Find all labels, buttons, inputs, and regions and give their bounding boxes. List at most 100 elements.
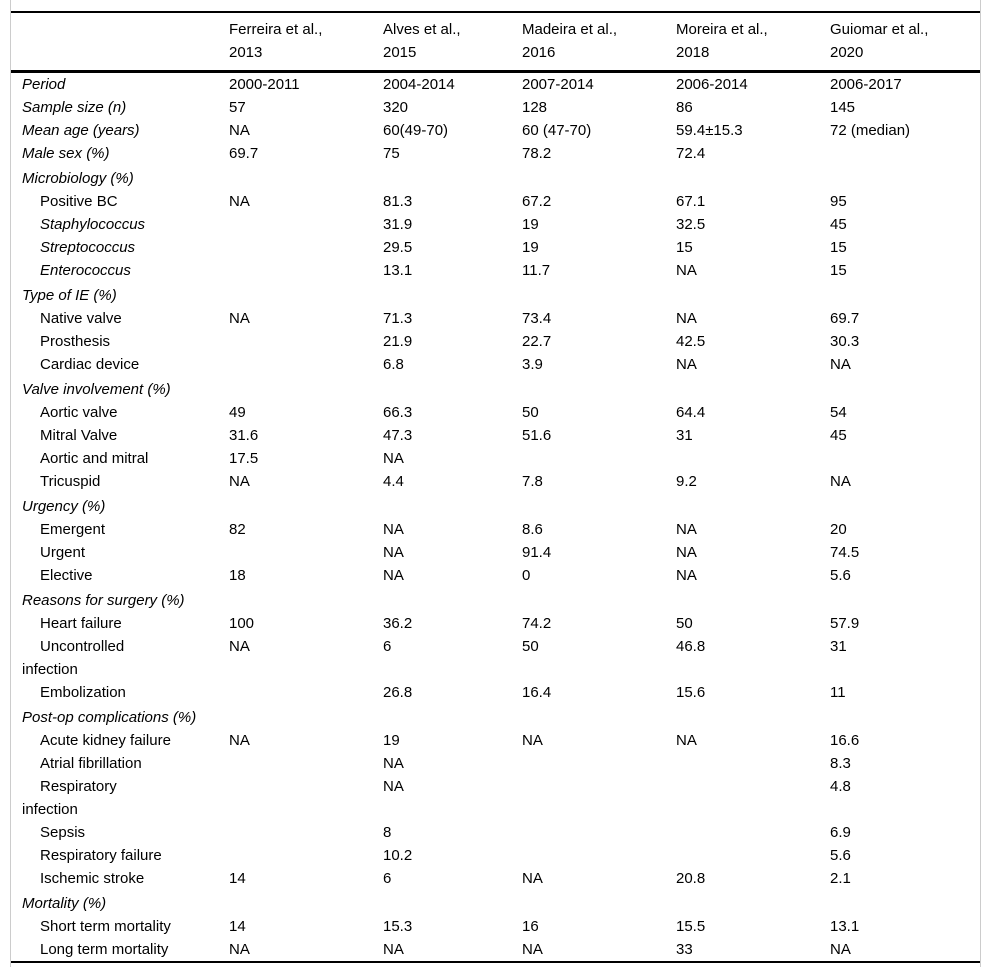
cell-value: 72.4 [676,145,706,162]
cell-value [229,681,383,704]
table-row: Post-op complications (%) [11,704,980,729]
table-row: Microbiology (%) [11,165,980,190]
cell-value: 2.1 [830,870,851,887]
cell-value [830,165,980,190]
cell-value: 13.1 [383,262,413,279]
cell-value [229,282,383,307]
cell-value: NA [676,544,697,561]
table-row: Tricuspid NA 4.4 7.8 9.2 NA [11,470,980,493]
cell-value: 45 [830,427,847,444]
cell-value [676,704,830,729]
table-row: Period 2000-2011 2004-2014 2007-2014 2006-20… [11,72,980,97]
row-label: Atrial fibrillation [40,755,142,772]
row-label: Post-op complications (%) [22,709,197,726]
cell-value [522,282,676,307]
cell-value: 47.3 [383,427,413,444]
row-label: Type of IE (%) [22,287,117,304]
cell-value: 2006-2014 [676,76,748,93]
cell-value: 3.9 [522,356,543,373]
cell-value: 50 [522,638,539,655]
cell-value: 57.9 [830,615,860,632]
cell-value [383,493,522,518]
cell-value: 54 [830,404,847,421]
cell-value [830,587,980,612]
cell-value: 19 [522,239,539,256]
cell-value: 67.1 [676,193,706,210]
table-row: Prosthesis 21.9 22.7 42.5 30.3 [11,330,980,353]
cell-value: 18 [229,567,246,584]
cell-value [229,541,383,564]
table-row: Sample size (n) 57 320 128 86 145 [11,96,980,119]
cell-value [830,704,980,729]
row-label: Urgency (%) [22,498,106,515]
cell-value: 6 [383,638,392,655]
cell-value: 57 [229,99,246,116]
cell-value [229,890,383,915]
cell-value: NA [229,638,250,655]
cell-value: NA [676,356,697,373]
cell-value: NA [229,122,250,139]
cell-value: 64.4 [676,404,706,421]
cell-value [229,752,383,775]
cell-value: NA [676,262,697,279]
cell-value [229,704,383,729]
cell-value [229,587,383,612]
cell-value: NA [229,193,250,210]
header-row: Ferreira et al., 2013 Alves et al., 2015 M… [11,12,980,73]
cell-value: 31 [830,638,847,655]
row-label: Microbiology (%) [22,170,134,187]
row-label: Urgent [40,544,86,561]
cell-value: 6.8 [383,356,404,373]
cell-value: 8.6 [522,521,543,538]
table-row: Sepsis 8 6.9 [11,821,980,844]
row-label: Mortality (%) [22,895,107,912]
cell-value [676,890,830,915]
cell-value [830,890,980,915]
cell-value [229,165,383,190]
cell-value [830,376,980,401]
cell-value [676,376,830,401]
cell-value: 16.6 [830,732,860,749]
cell-value [522,447,676,470]
cell-value: 0 [522,567,531,584]
cell-value [522,752,676,775]
cell-value: 72 (median) [830,122,911,139]
cell-value: 60(49-70) [383,122,449,139]
table-row: Elective 18 NA 0 NA 5.6 [11,564,980,587]
cell-value: 20 [830,521,847,538]
cell-value: 15.5 [676,918,706,935]
table-row: Urgency (%) [11,493,980,518]
cell-value: NA [229,310,250,327]
cell-value: 15 [830,239,847,256]
table-row: Positive BC NA 81.3 67.2 67.1 95 [11,190,980,213]
cell-value: 16.4 [522,684,552,701]
cell-value: 59.4±15.3 [676,122,743,139]
cell-value [830,142,980,165]
header-study: Guiomar et al., 2020 [830,12,980,73]
cell-value: 21.9 [383,333,413,350]
row-label: Respiratory infection [22,778,117,818]
header-study: Moreira et al., 2018 [676,12,830,73]
cell-value: NA [383,778,404,795]
cell-value [676,165,830,190]
table-row: Mortality (%) [11,890,980,915]
cell-value: 91.4 [522,544,552,561]
row-label: Tricuspid [40,473,101,490]
cell-value: 81.3 [383,193,413,210]
cell-value: 86 [676,99,693,116]
cell-value: NA [229,941,250,958]
cell-value: NA [383,567,404,584]
cell-value [229,821,383,844]
cell-value [676,844,830,867]
cell-value: NA [229,732,250,749]
cell-value: 6 [383,870,392,887]
cell-value [676,447,830,470]
table-row: Mean age (years) NA 60(49-70) 60 (47-70) 59.… [11,119,980,142]
cell-value: NA [676,310,697,327]
cell-value: 7.8 [522,473,543,490]
header-study: Madeira et al., 2016 [522,12,676,73]
table-row: Respiratory infection NA 4.8 [11,775,980,821]
cell-value: 19 [383,732,400,749]
cell-value: 32.5 [676,216,706,233]
row-label: Aortic valve [40,404,118,421]
